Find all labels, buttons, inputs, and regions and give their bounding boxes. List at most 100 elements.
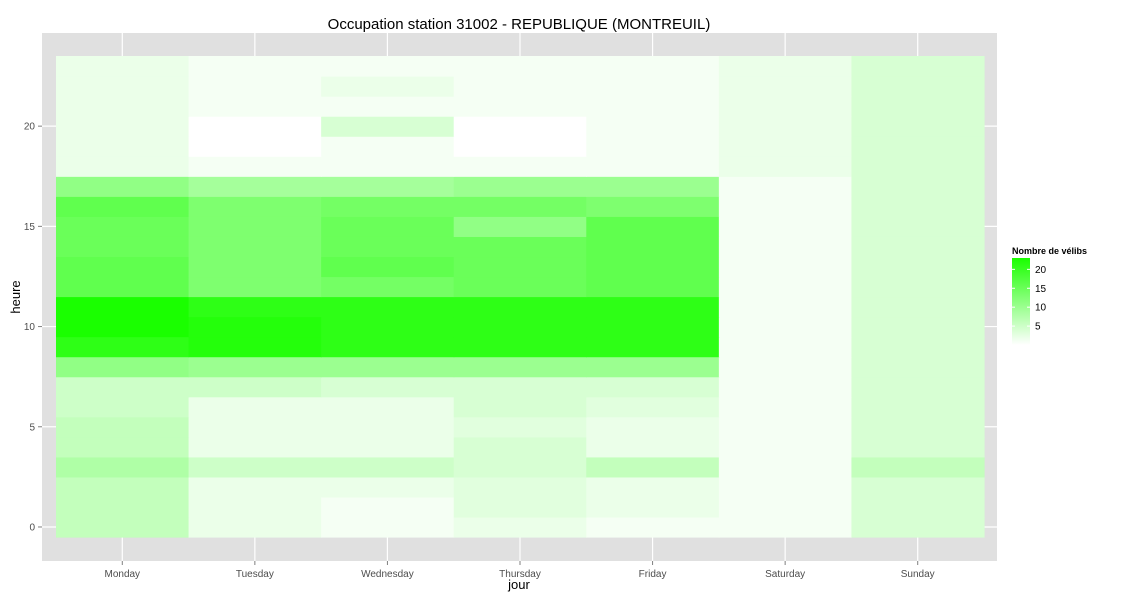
heatmap-tile — [851, 256, 985, 278]
heatmap-tile — [453, 136, 587, 157]
heatmap-tile — [321, 316, 455, 338]
heatmap-tile — [453, 396, 587, 418]
heatmap-tile — [718, 456, 853, 478]
heatmap-tile — [56, 356, 190, 378]
heatmap-tile — [188, 456, 322, 478]
heatmap-tile — [188, 216, 322, 237]
heatmap-tile — [453, 436, 587, 458]
heatmap-tile — [453, 356, 587, 378]
y-tick-label: 10 — [24, 322, 36, 333]
heatmap-tile — [321, 56, 455, 77]
heatmap-tile — [56, 496, 190, 518]
legend-label: 10 — [1035, 303, 1047, 314]
heatmap-tile — [718, 376, 853, 398]
heatmap-tile — [851, 136, 985, 157]
x-tick-label: Saturday — [765, 569, 805, 580]
heatmap-tile — [453, 516, 587, 538]
heatmap-tile — [718, 416, 853, 438]
heatmap-tile — [718, 136, 853, 157]
heatmap-tile — [453, 496, 587, 518]
legend-label: 5 — [1035, 322, 1041, 333]
heatmap-tile — [718, 256, 853, 278]
heatmap-tile — [851, 296, 985, 318]
heatmap-tile — [586, 516, 720, 538]
heatmap-tile — [56, 296, 190, 318]
heatmap-tile — [56, 316, 190, 338]
heatmap-tile — [718, 356, 853, 378]
heatmap-tile — [188, 436, 322, 458]
heatmap-tile — [321, 136, 455, 157]
heatmap-tile — [586, 176, 720, 197]
heatmap-tile — [851, 396, 985, 418]
heatmap-tile — [56, 76, 190, 97]
heatmap-tile — [321, 96, 455, 117]
heatmap-tile — [718, 296, 853, 318]
heatmap-tile — [453, 316, 587, 338]
x-tick-label: Friday — [639, 569, 667, 580]
heatmap-tile — [718, 56, 853, 77]
y-tick-label: 15 — [24, 222, 36, 233]
legend-label: 15 — [1035, 284, 1047, 295]
heatmap-tile — [188, 356, 322, 378]
heatmap-tile — [718, 116, 853, 137]
chart-title: Occupation station 31002 - REPUBLIQUE (M… — [328, 16, 711, 33]
heatmap-tile — [188, 296, 322, 318]
heatmap-tile — [321, 236, 455, 258]
y-tick-label: 5 — [29, 422, 35, 433]
heatmap-tile — [188, 56, 322, 77]
heatmap-tile — [56, 216, 190, 237]
heatmap-tile — [586, 436, 720, 458]
heatmap-tile — [453, 276, 587, 298]
y-axis: 0 5 10 15 20 — [24, 122, 42, 533]
heatmap-tile — [56, 416, 190, 438]
y-tick-label: 0 — [29, 522, 35, 533]
heatmap-tile — [188, 396, 322, 418]
heatmap-tile — [851, 96, 985, 117]
heatmap-tile — [453, 76, 587, 97]
heatmap-tile — [586, 136, 720, 157]
heatmap-tile — [188, 376, 322, 398]
heatmap-tile — [321, 496, 455, 518]
heatmap-tile — [453, 156, 587, 177]
heatmap-tile — [718, 156, 853, 177]
heatmap-tile — [586, 276, 720, 298]
heatmap-tile — [586, 56, 720, 77]
heatmap-tile — [851, 176, 985, 197]
heatmap-tile — [321, 436, 455, 458]
heatmap-tile — [851, 496, 985, 518]
heatmap-tile — [718, 76, 853, 97]
heatmap-tile — [321, 376, 455, 398]
heatmap-tile — [453, 216, 587, 237]
heatmap-tile — [586, 156, 720, 177]
heatmap-tile — [851, 416, 985, 438]
heatmap-tile — [188, 416, 322, 438]
heatmap-tile — [453, 336, 587, 358]
heatmap-tile — [188, 76, 322, 97]
x-tick-label: Thursday — [499, 569, 541, 580]
heatmap-tile — [718, 236, 853, 258]
heatmap-tile — [586, 476, 720, 498]
heatmap-tile — [851, 76, 985, 97]
heatmap-tile — [321, 196, 455, 217]
heatmap-tile — [453, 376, 587, 398]
heatmap-tile — [453, 116, 587, 137]
heatmap-tile — [851, 116, 985, 137]
x-axis-title: jour — [507, 577, 530, 592]
legend-colorbar — [1012, 258, 1030, 345]
heatmap-tile — [586, 376, 720, 398]
heatmap-tile — [321, 476, 455, 498]
heatmap-tile — [586, 316, 720, 338]
heatmap-tile — [718, 196, 853, 217]
heatmap-tile — [56, 376, 190, 398]
heatmap-tile — [56, 176, 190, 197]
heatmap-tile — [586, 336, 720, 358]
heatmap-tile — [56, 116, 190, 137]
heatmap-tile — [188, 256, 322, 278]
heatmap-tile — [586, 416, 720, 438]
heatmap-tile — [851, 236, 985, 258]
heatmap-tile — [718, 276, 853, 298]
heatmap-tile — [453, 476, 587, 498]
heatmap-tile — [586, 356, 720, 378]
heatmap-tile — [851, 516, 985, 538]
heatmap-tile — [321, 216, 455, 237]
